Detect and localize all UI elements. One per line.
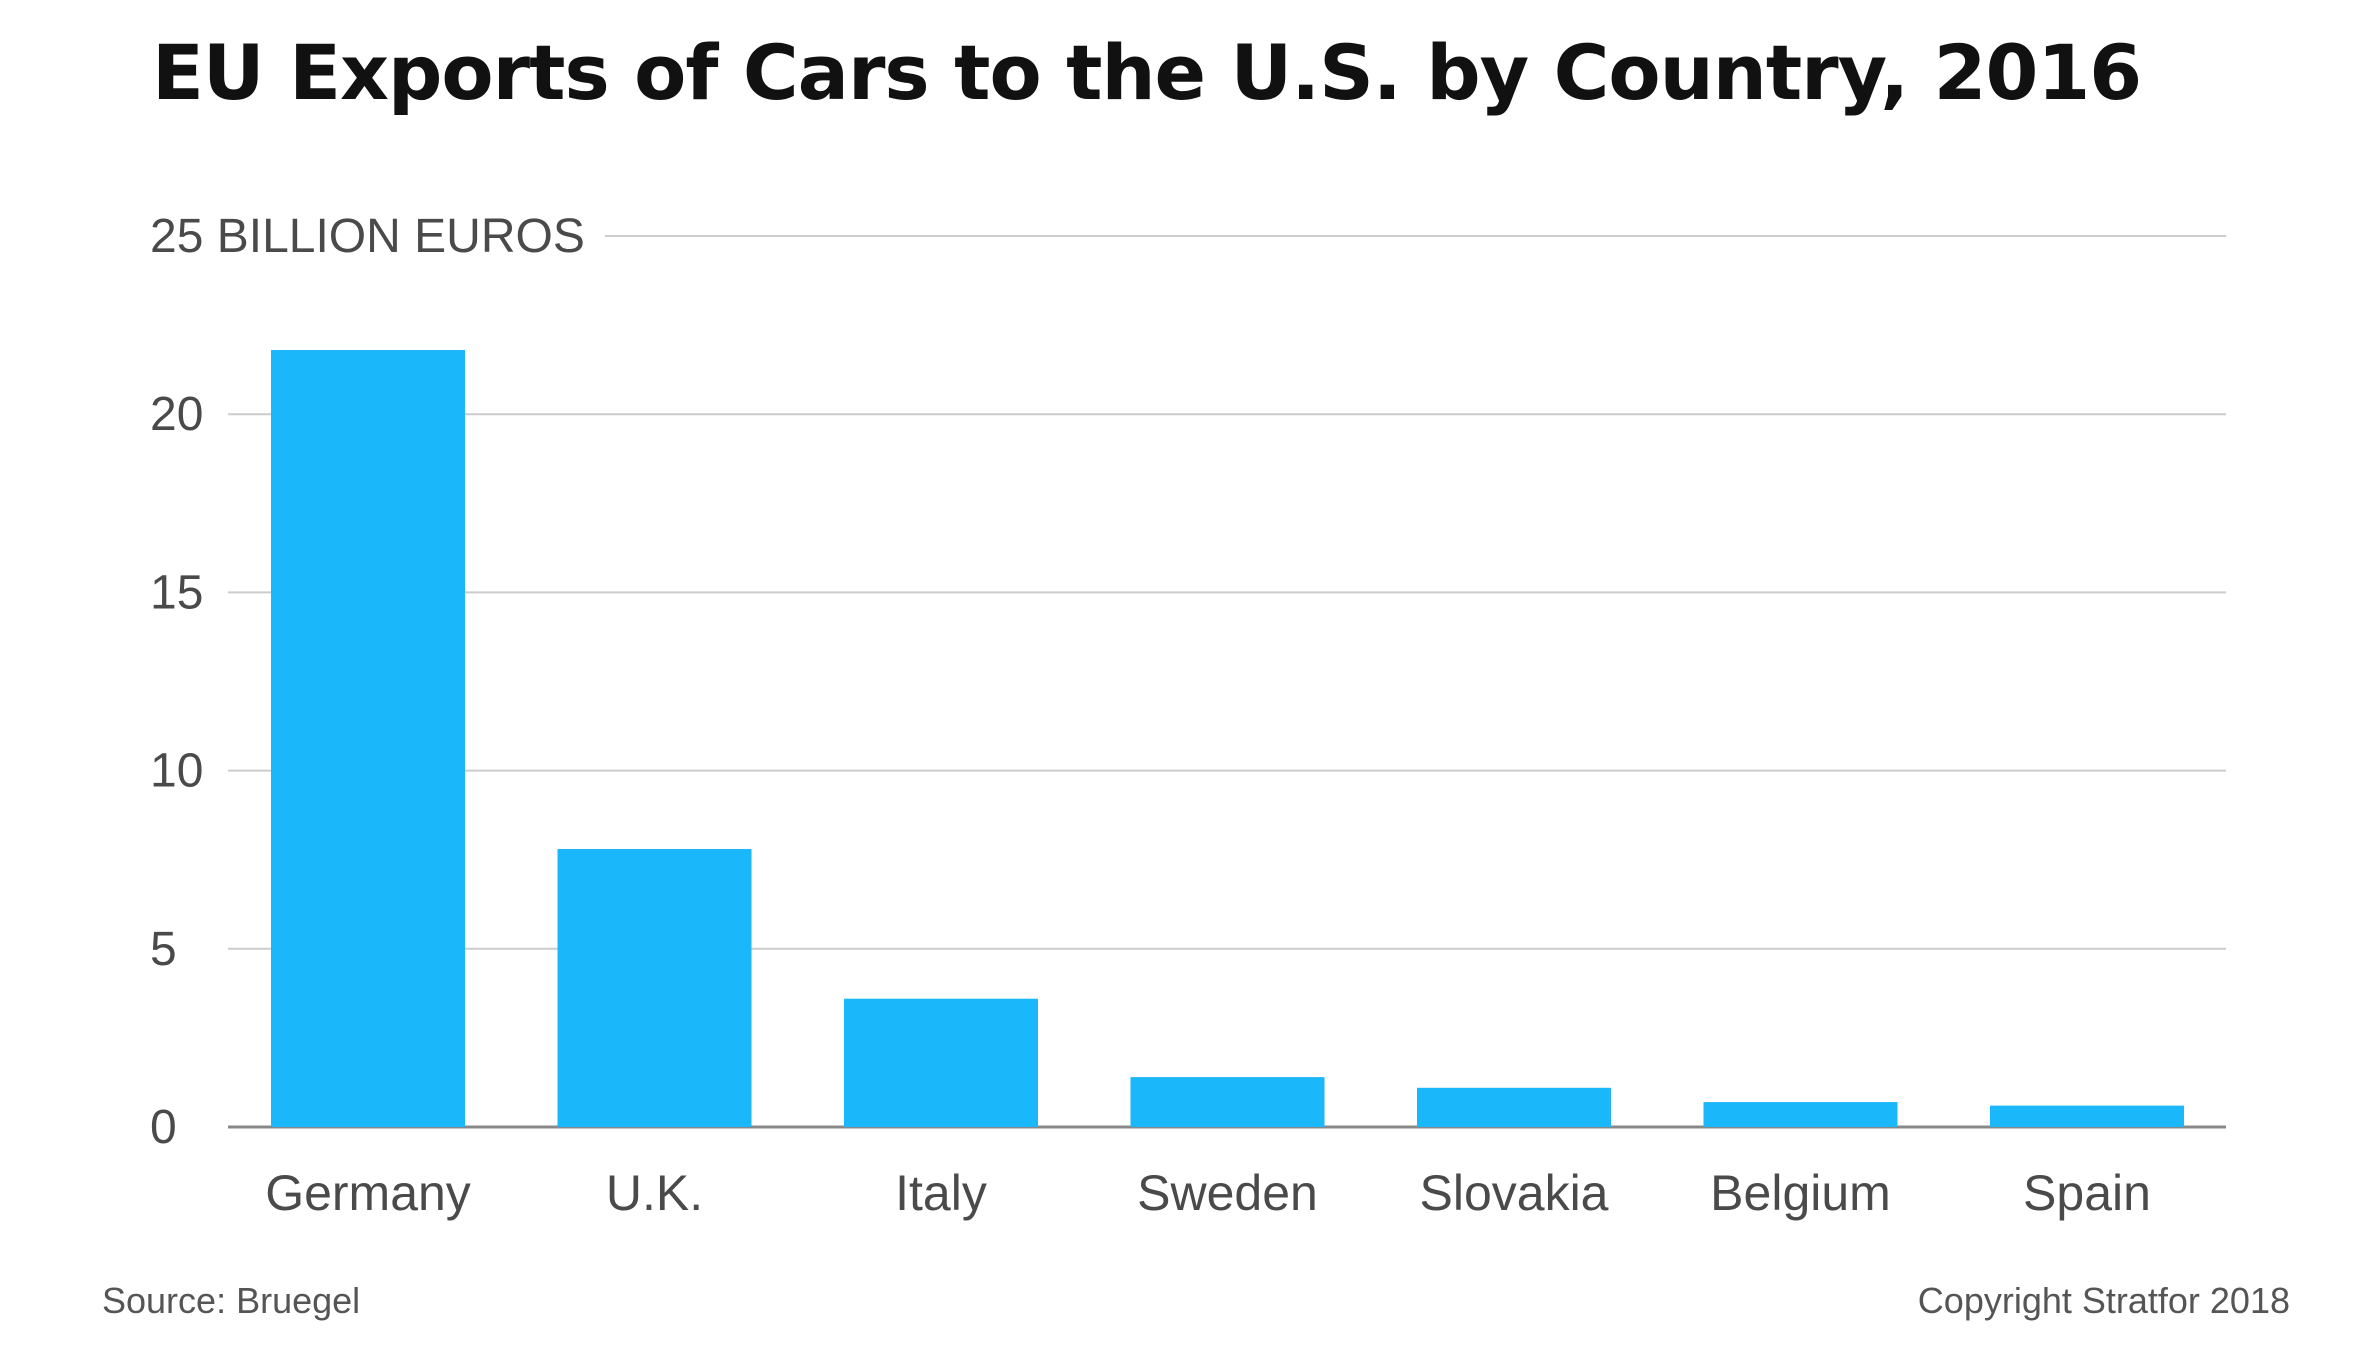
bars bbox=[271, 350, 2184, 1128]
y-axis-labels: 0 5 10 15 20 25 BILLION EUROS bbox=[150, 210, 585, 1154]
y-tick-label: 15 bbox=[150, 566, 203, 619]
bar-sweden bbox=[1130, 1077, 1325, 1127]
bar-spain bbox=[1990, 1105, 2184, 1127]
y-tick-label: 5 bbox=[150, 923, 177, 976]
x-tick-label: Slovakia bbox=[1420, 1165, 1609, 1221]
bar-belgium bbox=[1703, 1102, 1898, 1127]
bar-uk bbox=[557, 849, 752, 1127]
source-note: Source: Bruegel bbox=[102, 1280, 361, 1321]
x-tick-label: Italy bbox=[895, 1165, 987, 1221]
x-tick-label: Germany bbox=[265, 1165, 471, 1221]
copyright-note: Copyright Stratfor 2018 bbox=[1917, 1280, 2290, 1321]
y-tick-label: 0 bbox=[150, 1101, 177, 1154]
y-tick-label: 20 bbox=[150, 388, 203, 441]
x-tick-label: Belgium bbox=[1710, 1165, 1891, 1221]
y-tick-label: 10 bbox=[150, 745, 203, 798]
bar-slovakia bbox=[1417, 1087, 1611, 1127]
x-tick-label: Spain bbox=[2023, 1165, 2151, 1221]
y-tick-label: 25 BILLION EUROS bbox=[150, 210, 585, 263]
gridlines bbox=[228, 235, 2226, 1129]
bar-italy bbox=[844, 998, 1038, 1127]
bar-germany bbox=[271, 350, 465, 1128]
chart-title: EU Exports of Cars to the U.S. by Countr… bbox=[152, 28, 2142, 117]
x-tick-label: U.K. bbox=[606, 1165, 703, 1221]
x-axis-labels: Germany U.K. Italy Sweden Slovakia Belgium Spa… bbox=[265, 1165, 2151, 1221]
x-tick-label: Sweden bbox=[1137, 1165, 1318, 1221]
